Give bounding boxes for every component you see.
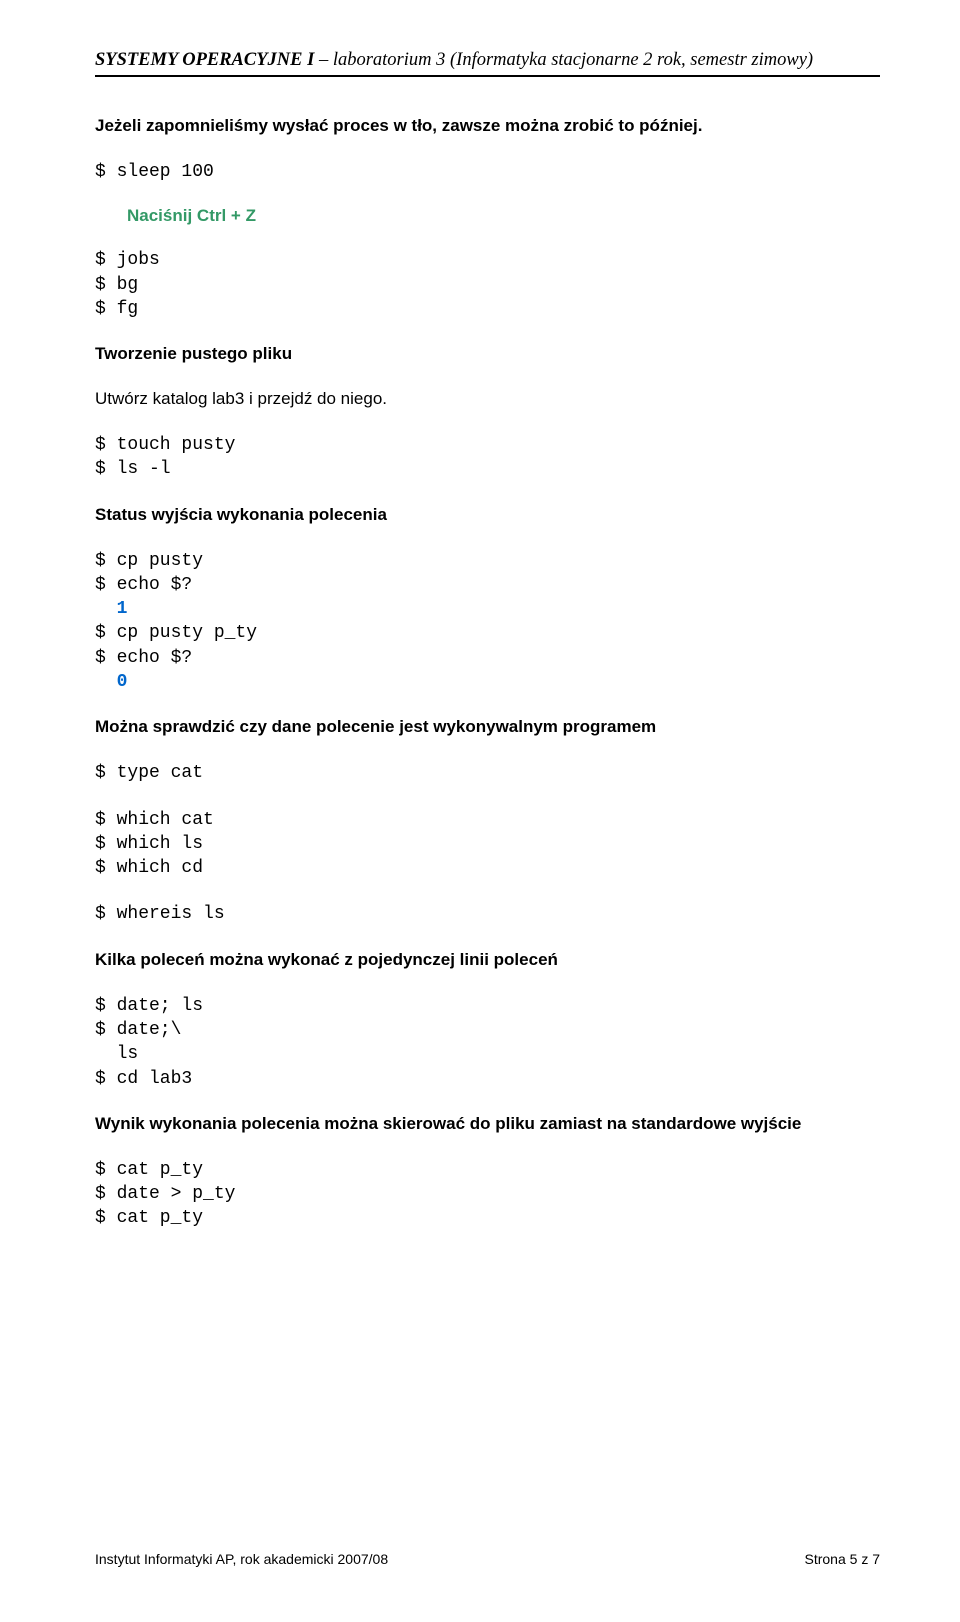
heading-redirect: Wynik wykonania polecenia można skierowa… [95,1113,880,1136]
code-sleep: $ sleep 100 [95,160,880,184]
heading-create-file: Tworzenie pustego pliku [95,343,880,366]
header-title: SYSTEMY OPERACYJNE I [95,50,314,70]
heading-exit-status: Status wyjścia wykonania polecenia [95,504,880,527]
footer-right: Strona 5 z 7 [805,1551,881,1567]
heading-multi-cmd: Kilka poleceń można wykonać z pojedyncze… [95,949,880,972]
code-which: $ which cat $ which ls $ which cd [95,808,880,881]
paragraph-intro: Jeżeli zapomnieliśmy wysłać proces w tło… [95,115,880,138]
code-cp2: $ cp pusty p_ty $ echo $? [95,621,880,670]
header-subtitle: – laboratorium 3 (Informatyka stacjonarn… [314,50,813,70]
footer-left: Instytut Informatyki AP, rok akademicki … [95,1551,388,1567]
result-0: 0 [95,670,880,694]
page-header: SYSTEMY OPERACYJNE I – laboratorium 3 (I… [95,50,880,77]
code-type: $ type cat [95,761,880,785]
code-jobs: $ jobs $ bg $ fg [95,248,880,321]
code-cat-redirect: $ cat p_ty $ date > p_ty $ cat p_ty [95,1158,880,1231]
code-touch: $ touch pusty $ ls -l [95,433,880,482]
heading-check-program: Można sprawdzić czy dane polecenie jest … [95,716,880,739]
paragraph-mkdir: Utwórz katalog lab3 i przejdź do niego. [95,388,880,411]
result-1: 1 [95,597,880,621]
page-footer: Instytut Informatyki AP, rok akademicki … [95,1551,880,1567]
note-ctrlz: Naciśnij Ctrl + Z [127,206,880,226]
code-cp1: $ cp pusty $ echo $? [95,549,880,598]
code-date-ls: $ date; ls $ date;\ ls $ cd lab3 [95,994,880,1091]
code-whereis: $ whereis ls [95,902,880,926]
